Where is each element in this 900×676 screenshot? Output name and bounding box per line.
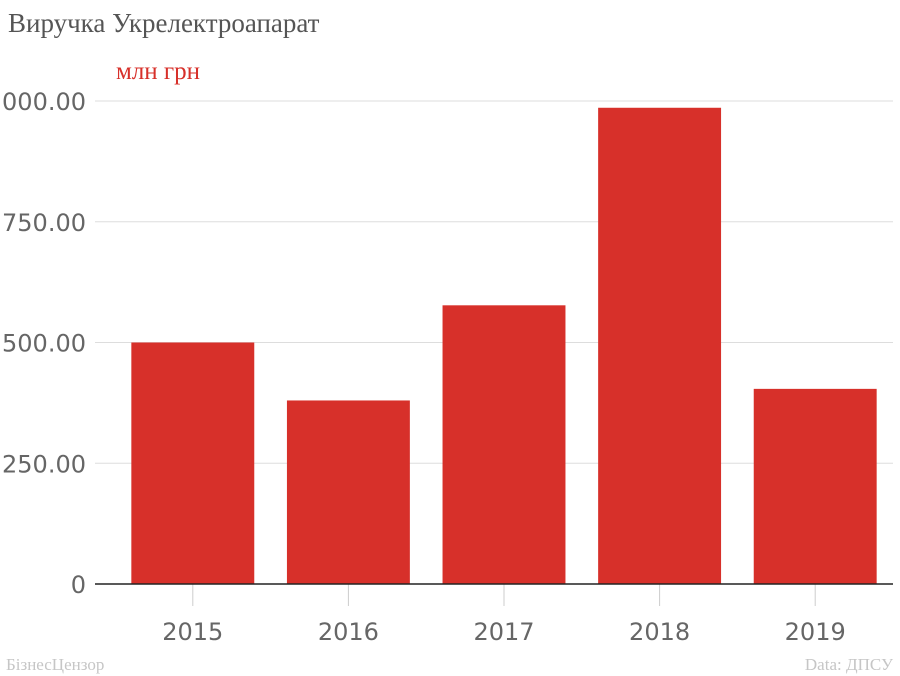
- brand-credit: БізнесЦензор: [6, 655, 105, 674]
- y-tick-label: 500.00: [2, 330, 86, 358]
- x-tick-label: 2018: [629, 618, 690, 646]
- bar-2018: [598, 107, 722, 585]
- y-tick-label: 750.00: [2, 209, 86, 237]
- y-tick-label: 1,000.00: [0, 88, 86, 116]
- x-tick-label: 2016: [318, 618, 379, 646]
- x-tick-label: 2015: [162, 618, 223, 646]
- bar-2016: [286, 400, 410, 584]
- x-tick-label: 2017: [473, 618, 534, 646]
- bars: [131, 107, 877, 585]
- y-tick-label: 0: [71, 571, 86, 599]
- bar-2015: [131, 342, 255, 584]
- bar-2017: [442, 305, 566, 584]
- y-axis-ticks: 0 250.00 500.00 750.00 1,000.00: [0, 88, 86, 599]
- chart-title: Виручка Укрелектроапарат: [8, 8, 320, 38]
- data-source: Data: ДПСУ: [804, 655, 893, 674]
- y-tick-label: 250.00: [2, 450, 86, 478]
- unit-label: млн грн: [116, 58, 201, 85]
- bar-2019: [753, 388, 877, 584]
- x-axis-ticks: 2015 2016 2017 2018 2019: [162, 584, 846, 646]
- x-tick-label: 2019: [785, 618, 846, 646]
